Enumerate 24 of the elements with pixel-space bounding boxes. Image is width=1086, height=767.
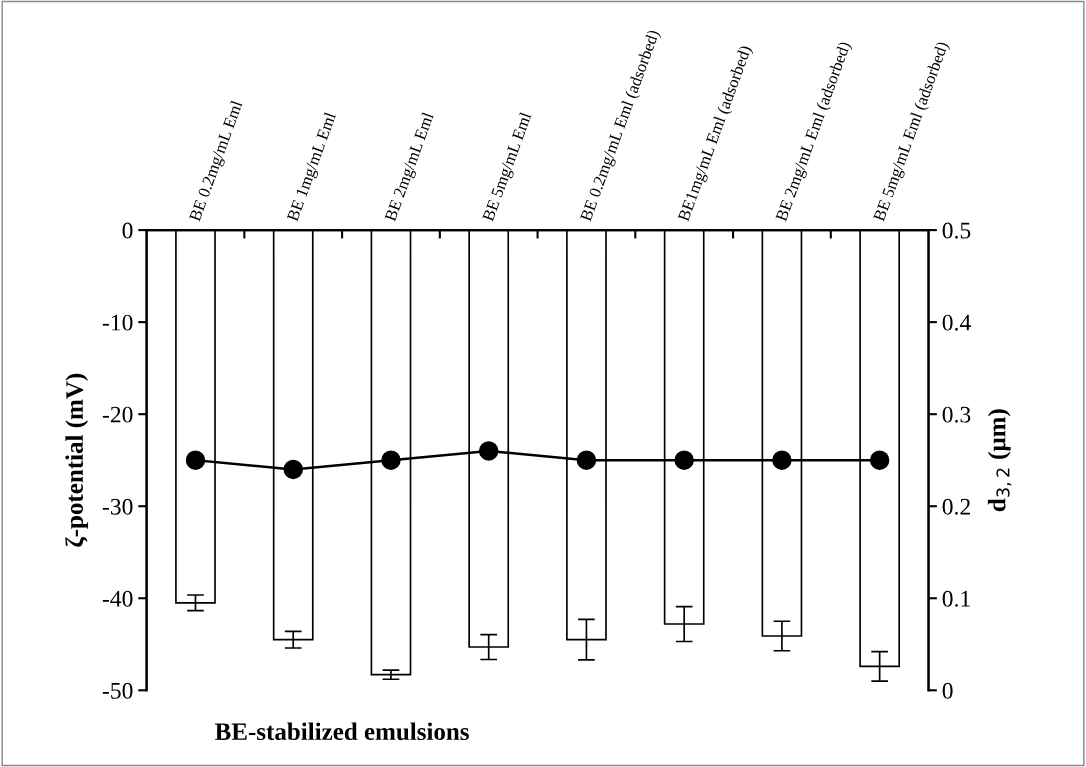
y-tick-label: -40 [102, 590, 133, 607]
point [869, 450, 890, 470]
point [185, 450, 206, 470]
y-tick-label: -30 [102, 498, 133, 515]
point [674, 450, 694, 470]
y-tick-label: -50 [102, 682, 133, 699]
y-axis-title: ζ-potential (mV) [65, 373, 89, 547]
y-tick-label: 0 [122, 222, 133, 239]
x-tick-label: BE 1mg/mL Eml [286, 111, 340, 224]
y2-tick-label: 0.4 [942, 314, 971, 331]
x-axis-title: BE-stabilized emulsions [215, 722, 469, 741]
y2-tick-label: 0.2 [942, 498, 970, 515]
y2-tick-label: 0.3 [942, 406, 971, 423]
point [772, 450, 792, 470]
y-tick-label: -20 [102, 406, 133, 423]
y2-tick-label: 0 [942, 682, 953, 699]
y2-tick-label: 0.1 [942, 590, 970, 607]
point [381, 450, 401, 470]
point [478, 441, 499, 461]
y2-axis-title: d$_{3,2}$ (μm) [987, 409, 1012, 512]
point [576, 450, 597, 470]
y2-tick-label: 0.5 [942, 222, 971, 239]
y-tick-label: -10 [102, 314, 133, 331]
point [283, 459, 303, 480]
